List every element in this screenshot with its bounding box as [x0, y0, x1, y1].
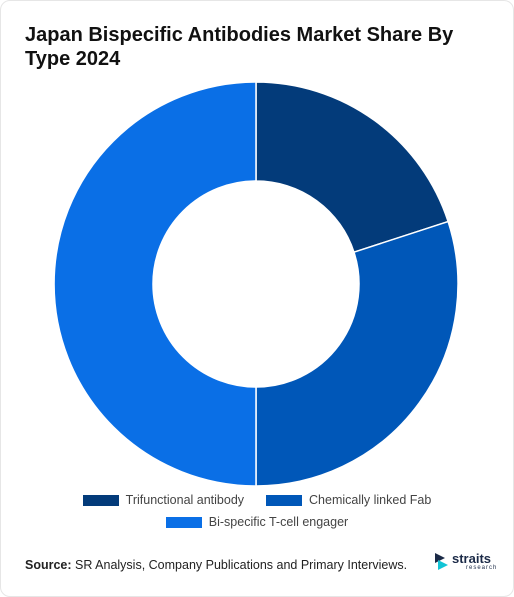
legend-row-1: Trifunctional antibody Chemically linked… — [1, 493, 513, 507]
donut-chart — [53, 81, 459, 487]
logo-name: straits — [452, 550, 492, 566]
straits-logo: straits research — [433, 551, 497, 571]
source-text: SR Analysis, Company Publications and Pr… — [71, 558, 408, 572]
legend-label-bite: Bi-specific T-cell engager — [208, 515, 349, 529]
donut-slice-trifunctional-antibody[interactable] — [255, 81, 450, 254]
source-label: Source: — [25, 558, 72, 572]
legend: Trifunctional antibody Chemically linked… — [1, 493, 513, 537]
source-note: Source: SR Analysis, Company Publication… — [25, 558, 407, 572]
donut-slice-bi-specific-t-cell-engager[interactable] — [53, 81, 257, 487]
legend-swatch-trifunctional — [82, 494, 119, 506]
legend-swatch-chemically-linked-fab — [266, 494, 303, 506]
straits-logo-icon — [435, 553, 448, 570]
chart-title: Japan Bispecific Antibodies Market Share… — [25, 24, 454, 70]
legend-row-2: Bi-specific T-cell engager — [1, 515, 513, 529]
logo-sub: research — [466, 564, 498, 571]
legend-swatch-bite — [165, 516, 202, 528]
legend-item-bite[interactable]: Bi-specific T-cell engager — [165, 515, 349, 529]
legend-item-trifunctional[interactable]: Trifunctional antibody — [82, 493, 245, 507]
donut-slice-chemically-linked-fab[interactable] — [255, 220, 459, 487]
legend-label-chemically-linked-fab: Chemically linked Fab — [309, 493, 432, 507]
legend-label-trifunctional: Trifunctional antibody — [125, 493, 245, 507]
legend-item-chemically-linked-fab[interactable]: Chemically linked Fab — [266, 493, 431, 507]
